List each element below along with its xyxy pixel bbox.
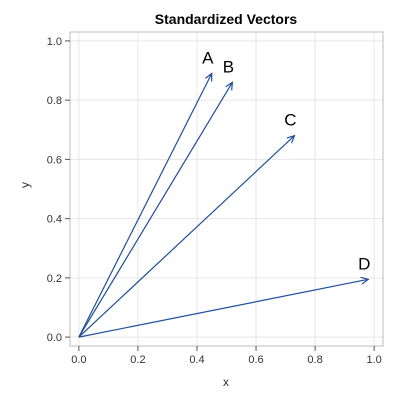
vector-b: B [78,57,234,338]
x-axis-label: x [223,375,229,389]
chart-title: Standardized Vectors [155,11,298,27]
vectors: A B C D [78,48,370,338]
x-tick-label: 0.0 [71,354,86,366]
vector-a: A [78,48,214,338]
vector-arrowhead [286,134,296,144]
y-tick-label: 0.2 [47,273,62,285]
vector-label: C [284,111,296,130]
vector-label: B [223,57,234,76]
x-tick-label: 1.0 [366,354,381,366]
vector-label: D [358,254,370,273]
plot-frame [69,31,384,347]
y-tick-label: 0.6 [47,154,62,166]
vector-line [78,82,233,338]
vector-line [78,73,213,338]
x-tick-label: 0.6 [248,354,263,366]
vector-arrowhead [360,276,370,285]
x-tick-label: 0.8 [307,354,322,366]
y-tick-label: 0.8 [47,95,62,107]
vector-line [78,135,295,338]
vector-c: C [78,111,297,338]
y-tick-label: 0.4 [47,214,62,226]
y-tick-label: 0.0 [47,332,62,344]
axis-ticks: 0.0 0.2 0.4 0.6 0.8 1.0 0.0 0.2 0.4 0.6 0.8 1.0 [47,36,382,366]
y-axis-label: y [18,182,32,188]
vector-d: D [78,254,370,338]
x-tick-label: 0.4 [189,354,204,366]
vector-line [78,278,369,338]
gridlines [70,32,383,346]
vector-label: A [202,48,214,67]
vector-arrowhead [205,72,213,82]
vector-arrowhead [225,81,234,91]
x-tick-label: 0.2 [130,354,145,366]
y-tick-label: 1.0 [47,36,62,48]
